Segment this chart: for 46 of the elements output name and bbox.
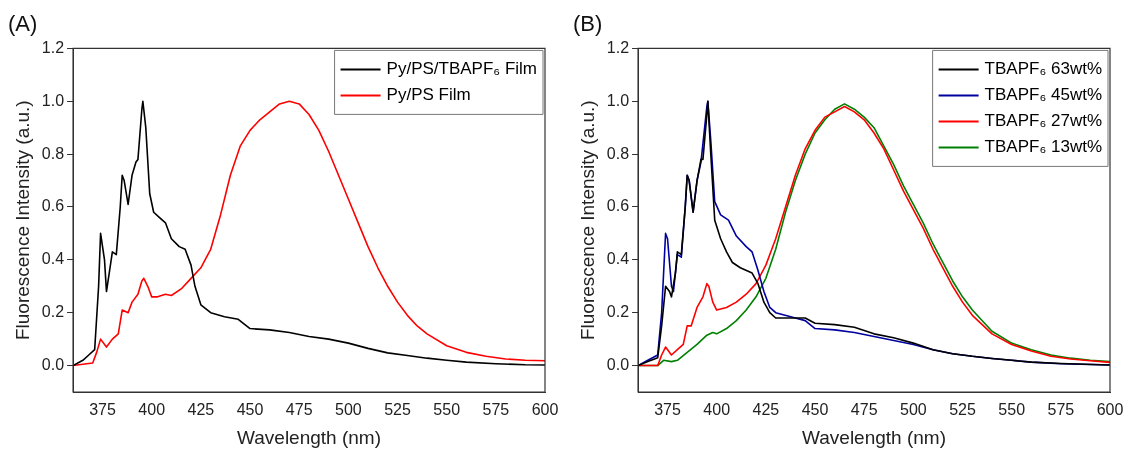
x-tick-label: 600 xyxy=(531,401,559,419)
legend-label: TBAPF₆ 13wt% xyxy=(984,137,1102,157)
y-axis-title: Fluorescence Intensity (a.u.) xyxy=(576,100,598,341)
y-tick-label: 1.2 xyxy=(41,38,65,56)
x-tick-label: 400 xyxy=(703,401,731,419)
x-tick-label: 500 xyxy=(335,401,362,419)
y-tick-label: 0.6 xyxy=(606,197,630,215)
legend-label: Py/PS/TBAPF₆ Film xyxy=(386,59,538,79)
y-tick-label: 0.8 xyxy=(606,144,630,162)
y-axis-title: Fluorescence Intensity (a.u.) xyxy=(11,100,33,341)
legend-label: TBAPF₆ 45wt% xyxy=(984,85,1102,105)
x-tick-label: 525 xyxy=(949,401,976,419)
chart-title: (A) xyxy=(8,11,38,37)
x-axis-title: Wavelength (nm) xyxy=(237,426,382,448)
x-tick-label: 450 xyxy=(236,401,264,419)
y-tick-label: 0.2 xyxy=(606,303,630,321)
x-tick-label: 400 xyxy=(138,401,166,419)
y-tick-label: 0.2 xyxy=(41,303,65,321)
x-tick-label: 475 xyxy=(850,401,878,419)
legend-label: Py/PS Film xyxy=(386,85,471,105)
y-tick-label: 0.6 xyxy=(41,197,65,215)
y-tick-label: 0.0 xyxy=(606,355,630,373)
x-tick-label: 575 xyxy=(1047,401,1075,419)
x-tick-label: 450 xyxy=(801,401,829,419)
y-tick-label: 1.2 xyxy=(606,38,630,56)
x-tick-label: 575 xyxy=(482,401,510,419)
x-tick-label: 550 xyxy=(998,401,1026,419)
x-tick-label: 425 xyxy=(752,401,780,419)
x-tick-label: 475 xyxy=(285,401,313,419)
y-tick-label: 0.4 xyxy=(606,250,630,268)
y-tick-label: 1.0 xyxy=(41,91,65,109)
x-tick-label: 600 xyxy=(1096,401,1124,419)
x-tick-label: 425 xyxy=(187,401,215,419)
y-tick-label: 0.0 xyxy=(41,355,65,373)
legend-label: TBAPF₆ 63wt% xyxy=(984,59,1102,79)
legend-label: TBAPF₆ 27wt% xyxy=(984,111,1102,131)
x-tick-label: 375 xyxy=(89,401,116,419)
x-tick-label: 525 xyxy=(384,401,411,419)
x-tick-label: 500 xyxy=(900,401,927,419)
chart-title: (B) xyxy=(573,11,603,37)
y-tick-label: 0.8 xyxy=(41,144,65,162)
y-tick-label: 1.0 xyxy=(606,91,630,109)
x-tick-label: 550 xyxy=(433,401,461,419)
x-tick-label: 375 xyxy=(654,401,681,419)
x-axis-title: Wavelength (nm) xyxy=(802,426,947,448)
y-tick-label: 0.4 xyxy=(41,250,65,268)
